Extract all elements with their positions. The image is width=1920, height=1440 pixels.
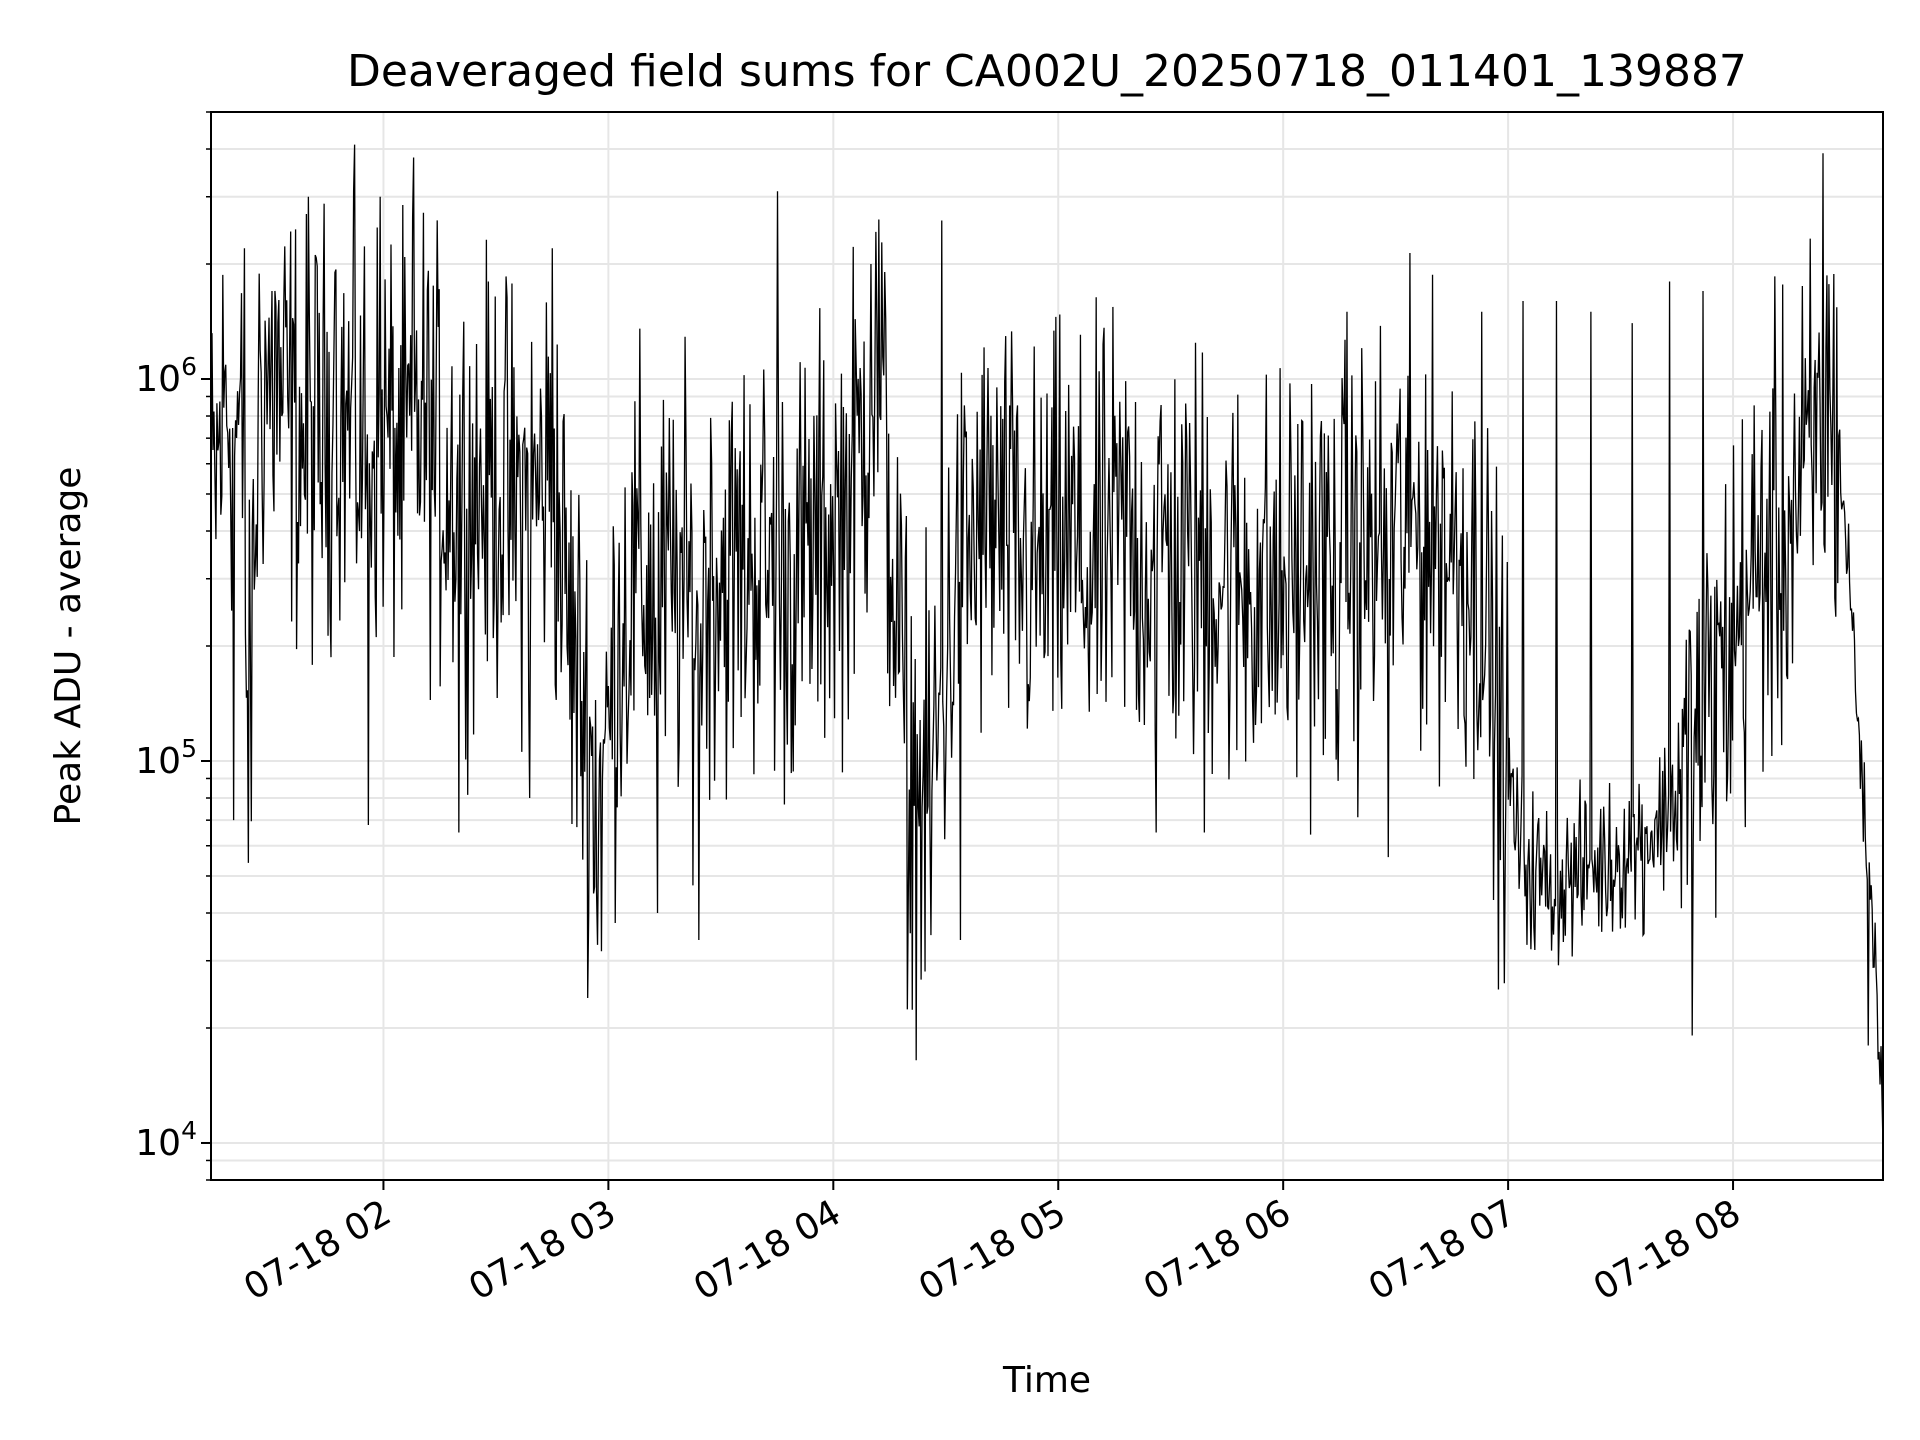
y-tick-label: 106: [135, 352, 197, 400]
y-tick-label: 104: [135, 1116, 197, 1164]
y-tick-label: 105: [135, 734, 197, 782]
x-axis-label: Time: [1002, 1360, 1091, 1401]
chart-title: Deaveraged field sums for CA002U_2025071…: [347, 46, 1747, 97]
y-axis: 104 105 106: [135, 111, 211, 1181]
series-line: [210, 144, 1884, 1146]
y-axis-label: Peak ADU - average: [48, 467, 89, 826]
series-line-group: [210, 144, 1884, 1146]
